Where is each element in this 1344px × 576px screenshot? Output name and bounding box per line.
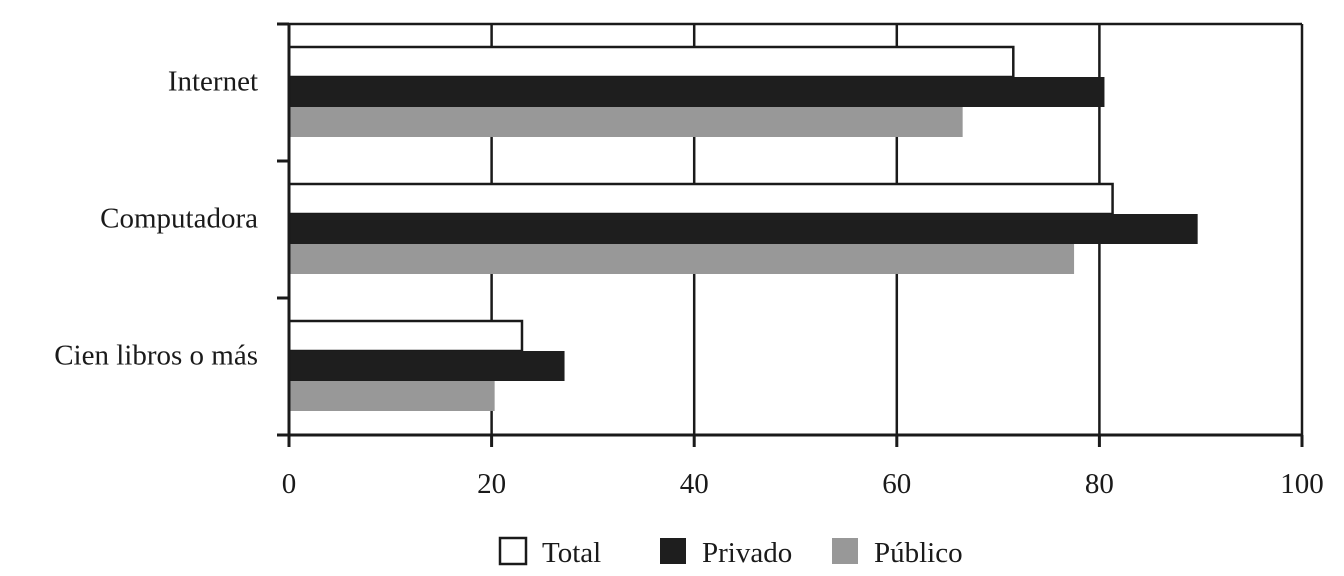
x-tick-label-60: 60 [882, 468, 911, 500]
bar-total-0 [287, 45, 1015, 79]
bars [287, 45, 1198, 411]
x-tick-label-100: 100 [1280, 468, 1324, 500]
x-tick-label-20: 20 [477, 468, 506, 500]
bar-privado-1 [289, 214, 1198, 244]
legend: Total Privado Público [498, 536, 963, 569]
bar-público-2 [289, 381, 495, 411]
x-tick-label-80: 80 [1085, 468, 1114, 500]
legend-label-total: Total [542, 537, 601, 569]
legend-label-público: Público [874, 537, 963, 569]
x-tick-labels: 0 20 40 60 80 100 [282, 468, 1324, 500]
bar-público-1 [289, 244, 1075, 274]
x-tick-label-0: 0 [282, 468, 297, 500]
legend-swatch-total [498, 536, 528, 566]
bar-público-0 [289, 107, 963, 137]
x-tick-label-40: 40 [680, 468, 709, 500]
bar-total-2 [287, 319, 524, 353]
axes [277, 22, 1304, 447]
bar-privado-0 [289, 77, 1105, 107]
legend-label-privado: Privado [702, 537, 792, 569]
bar-total-1 [287, 182, 1114, 216]
category-label-0: Internet [168, 66, 258, 98]
category-label-2: Cien libros o más [54, 340, 258, 372]
category-label-1: Computadora [100, 203, 258, 235]
category-labels: Internet Computadora Cien libros o más [54, 66, 258, 372]
legend-swatch-privado [660, 538, 686, 564]
bar-privado-2 [289, 351, 565, 381]
legend-swatch-público [832, 538, 858, 564]
